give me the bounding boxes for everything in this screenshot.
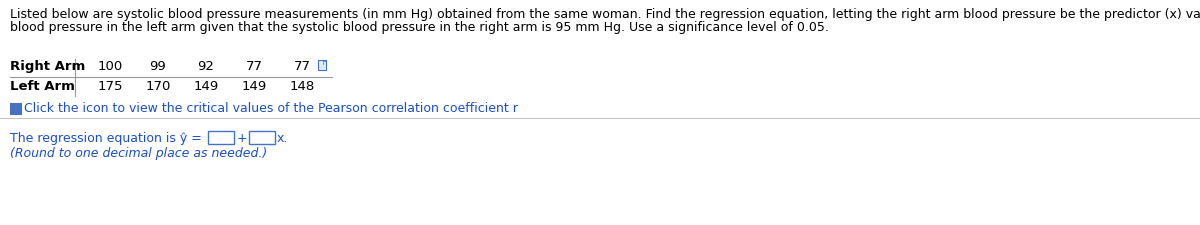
Bar: [10, 103, 13, 106]
Text: Right Arm: Right Arm: [10, 60, 85, 73]
Text: +: +: [238, 132, 247, 145]
Text: 77: 77: [294, 60, 311, 73]
Bar: [14, 107, 18, 111]
Text: Listed below are systolic blood pressure measurements (in mm Hg) obtained from t: Listed below are systolic blood pressure…: [10, 8, 1200, 21]
Text: 149: 149: [241, 80, 266, 93]
Text: 100: 100: [97, 60, 122, 73]
Bar: [14, 111, 18, 115]
Text: 99: 99: [150, 60, 167, 73]
Bar: [14, 103, 18, 106]
Text: 77: 77: [246, 60, 263, 73]
Bar: [10, 111, 13, 115]
Bar: [208, 131, 234, 144]
Text: Left Arm: Left Arm: [10, 80, 74, 93]
Bar: [250, 131, 275, 144]
Text: blood pressure in the left arm given that the systolic blood pressure in the rig: blood pressure in the left arm given tha…: [10, 21, 829, 34]
Bar: [18, 111, 22, 115]
Bar: [10, 107, 13, 111]
Text: 170: 170: [145, 80, 170, 93]
Text: 148: 148: [289, 80, 314, 93]
Bar: [318, 60, 326, 70]
Bar: [18, 107, 22, 111]
Text: 149: 149: [193, 80, 218, 93]
Text: (Round to one decimal place as needed.): (Round to one decimal place as needed.): [10, 147, 268, 160]
Text: 92: 92: [198, 60, 215, 73]
Text: The regression equation is ŷ =: The regression equation is ŷ =: [10, 132, 202, 145]
Bar: [18, 103, 22, 106]
Text: 175: 175: [97, 80, 122, 93]
Text: Click the icon to view the critical values of the Pearson correlation coefficien: Click the icon to view the critical valu…: [24, 102, 518, 115]
Text: x.: x.: [277, 132, 288, 145]
